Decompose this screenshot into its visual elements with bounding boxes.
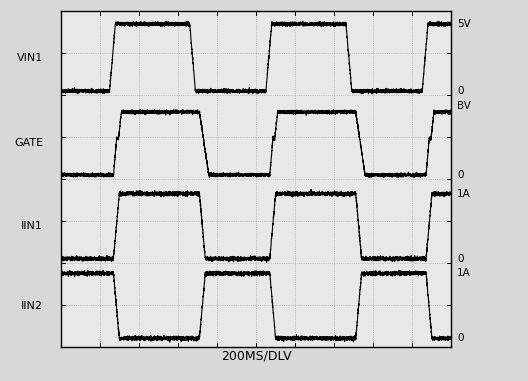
- Text: IIN2: IIN2: [21, 301, 43, 311]
- Text: GATE: GATE: [14, 138, 43, 149]
- Text: 1A: 1A: [457, 189, 471, 199]
- X-axis label: 200MS/DLV: 200MS/DLV: [221, 349, 291, 362]
- Text: 5V: 5V: [457, 19, 471, 29]
- Text: IIN1: IIN1: [21, 221, 43, 231]
- Text: BV: BV: [457, 101, 471, 111]
- Text: 0: 0: [457, 254, 464, 264]
- Text: VIN1: VIN1: [17, 53, 43, 62]
- Text: 0: 0: [457, 333, 464, 343]
- Text: 0: 0: [457, 86, 464, 96]
- Text: 0: 0: [457, 170, 464, 180]
- Text: 1A: 1A: [457, 268, 471, 279]
